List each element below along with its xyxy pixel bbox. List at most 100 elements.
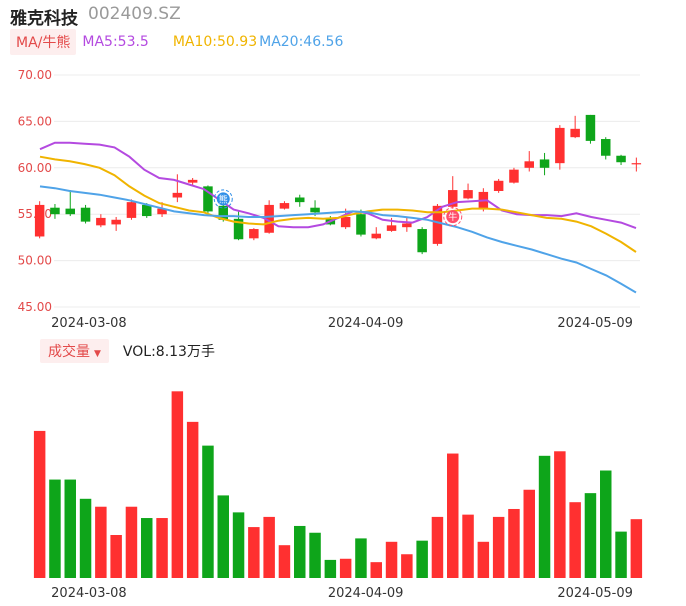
y-tick-label: 50.00: [18, 254, 52, 268]
volume-toggle-button[interactable]: 成交量 ▼: [40, 339, 109, 363]
volume-bar: [401, 554, 413, 578]
volume-bar: [462, 514, 474, 578]
bull-marker-label: 牛: [448, 211, 457, 223]
candle-body: [279, 203, 290, 209]
volume-bar: [385, 541, 398, 578]
volume-bar: [294, 525, 306, 578]
volume-bar: [370, 562, 382, 578]
ma5-label: MA5:53.5: [82, 34, 149, 50]
volume-bar: [232, 512, 245, 578]
candle-body: [570, 128, 580, 138]
candle-body: [585, 114, 596, 141]
candle-body: [96, 217, 106, 226]
price-grid: [54, 74, 640, 308]
candle-body: [111, 219, 121, 225]
bear-marker-label: 熊: [219, 193, 228, 205]
candle-body: [402, 223, 412, 228]
volume-bar: [523, 489, 535, 578]
volume-bar: [339, 558, 352, 578]
caret-down-icon: ▼: [94, 349, 101, 359]
volume-bar: [569, 502, 581, 578]
price-x-axis: 2024-03-08 2024-04-09 2024-05-09: [51, 316, 633, 331]
y-tick-label: 65.00: [18, 114, 52, 128]
volume-bar: [95, 506, 107, 578]
volume-x-axis: 2024-03-08 2024-04-09 2024-05-09: [51, 586, 633, 601]
candle-body: [65, 208, 75, 215]
stock-name: 雅克科技: [10, 9, 78, 29]
volume-bar: [508, 508, 520, 578]
ma-legend: MA/牛熊 MA5:53.5 MA10:50.93 MA20:46.56: [10, 29, 343, 55]
volume-bar: [278, 545, 291, 578]
volume-bar: [217, 495, 229, 578]
candle-body: [172, 192, 183, 198]
volume-bar: [263, 516, 275, 578]
x-tick-label: 2024-03-08: [51, 316, 127, 331]
volume-bar: [79, 498, 92, 578]
volume-bar: [324, 559, 337, 578]
candle-body: [310, 207, 320, 213]
candle-body: [340, 216, 351, 228]
volume-bars: [33, 391, 643, 578]
volume-bar: [600, 470, 612, 578]
volume-bar: [248, 527, 260, 578]
volume-toggle-label: 成交量: [48, 344, 90, 360]
stock-code: 002409.SZ: [88, 4, 181, 24]
bear-marker-icon: [216, 192, 230, 206]
candle-body: [295, 197, 305, 203]
candle-body: [386, 225, 397, 231]
price-y-axis: 70.00 65.00 60.00 55.00 50.00 45.00: [18, 68, 52, 314]
x-tick-label: 2024-05-09: [557, 316, 633, 331]
candle-body: [432, 205, 443, 244]
volume-bar: [110, 535, 122, 578]
volume-bar: [171, 391, 184, 578]
volume-bar: [64, 479, 76, 578]
ma20-label: MA20:46.56: [259, 34, 344, 50]
volume-bar: [492, 516, 505, 578]
volume-bar: [125, 506, 138, 578]
candle-body: [203, 186, 213, 212]
volume-bar: [141, 518, 153, 578]
x-tick-label: 2024-04-09: [328, 586, 404, 601]
y-tick-label: 45.00: [18, 300, 52, 314]
candle-body: [463, 190, 473, 199]
signal-markers: 熊牛: [213, 189, 463, 227]
volume-bar: [202, 445, 214, 578]
candle-body: [249, 229, 259, 239]
candle-body: [631, 163, 642, 165]
volume-bar: [615, 531, 627, 578]
candle-body: [80, 207, 91, 222]
candle-body: [524, 161, 534, 168]
candle-body: [157, 208, 167, 215]
candle-body: [555, 127, 565, 164]
volume-bar: [554, 451, 566, 578]
volume-bar: [49, 479, 61, 578]
candle-body: [264, 204, 274, 233]
volume-bar: [447, 453, 459, 578]
ma-lines: [39, 141, 637, 294]
bear-marker-ring: [213, 189, 233, 209]
x-tick-label: 2024-05-09: [557, 586, 633, 601]
candle-body: [126, 202, 137, 218]
candle-body: [493, 180, 504, 191]
candles: [34, 114, 642, 255]
volume-bar: [309, 532, 321, 578]
volume-bar: [186, 421, 199, 578]
volume-bar: [416, 540, 428, 578]
volume-bar: [156, 518, 168, 578]
ma10-label: MA10:50.93: [172, 34, 258, 50]
volume-bar: [584, 493, 597, 578]
x-tick-label: 2024-03-08: [51, 586, 127, 601]
y-tick-label: 70.00: [18, 68, 52, 82]
candle-body: [371, 233, 381, 239]
ma-toggle-button[interactable]: MA/牛熊: [10, 29, 77, 55]
y-tick-label: 55.00: [18, 207, 52, 221]
bull-marker-icon: [446, 210, 460, 224]
candle-body: [509, 169, 519, 183]
candle-body: [356, 214, 366, 235]
volume-legend: 成交量 ▼ VOL:8.13万手: [40, 339, 215, 363]
candle-body: [187, 179, 198, 183]
candle-body: [601, 139, 611, 156]
ma20-line: [39, 185, 637, 294]
volume-bar: [477, 541, 490, 578]
